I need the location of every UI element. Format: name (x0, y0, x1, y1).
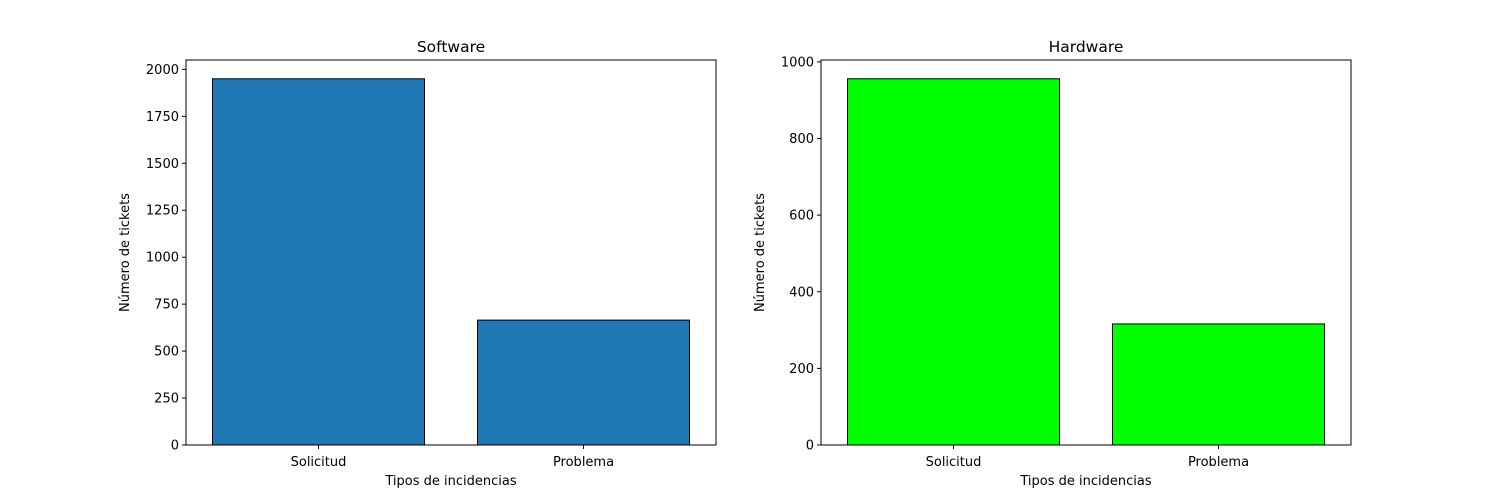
chart-title: Hardware (1049, 38, 1124, 56)
x-axis-label: Tipos de incidencias (1019, 474, 1151, 489)
y-tick-label: 750 (154, 298, 179, 313)
x-tick-label: Problema (1188, 455, 1249, 470)
y-tick-label: 0 (806, 439, 814, 454)
y-axis-label: Número de tickets (753, 193, 768, 312)
y-tick-label: 1500 (146, 157, 179, 172)
y-tick-label: 600 (789, 209, 814, 224)
y-tick-label: 400 (789, 285, 814, 300)
x-axis-label: Tipos de incidencias (384, 474, 516, 489)
y-tick-label: 1750 (146, 110, 179, 125)
y-tick-label: 2000 (146, 63, 179, 78)
y-tick-label: 250 (154, 392, 179, 407)
plot-frame (820, 59, 1352, 446)
y-tick-label: 800 (789, 132, 814, 147)
y-tick-label: 1000 (146, 251, 179, 266)
y-axis-label: Número de tickets (118, 193, 133, 312)
y-tick-label: 1250 (146, 204, 179, 219)
bar-solicitud (847, 78, 1060, 446)
bar-problema (477, 319, 690, 446)
y-tick-label: 200 (789, 362, 814, 377)
chart-software: Solicitud Problema 0 250 500 750 1000 1250 1500 1… (118, 38, 717, 489)
bar-solicitud (212, 78, 425, 446)
x-tick-label: Solicitud (291, 455, 347, 470)
x-tick-label: Solicitud (926, 455, 982, 470)
chart-title: Software (417, 38, 485, 56)
y-tick-label: 500 (154, 345, 179, 360)
bar-problema (1112, 323, 1325, 446)
y-tick-label: 1000 (781, 55, 814, 70)
y-tick-label: 0 (171, 439, 179, 454)
plot-frame (185, 59, 717, 446)
chart-hardware: Solicitud Problema 0 200 400 600 800 1000 Hardwa… (753, 38, 1352, 489)
x-tick-label: Problema (553, 455, 614, 470)
